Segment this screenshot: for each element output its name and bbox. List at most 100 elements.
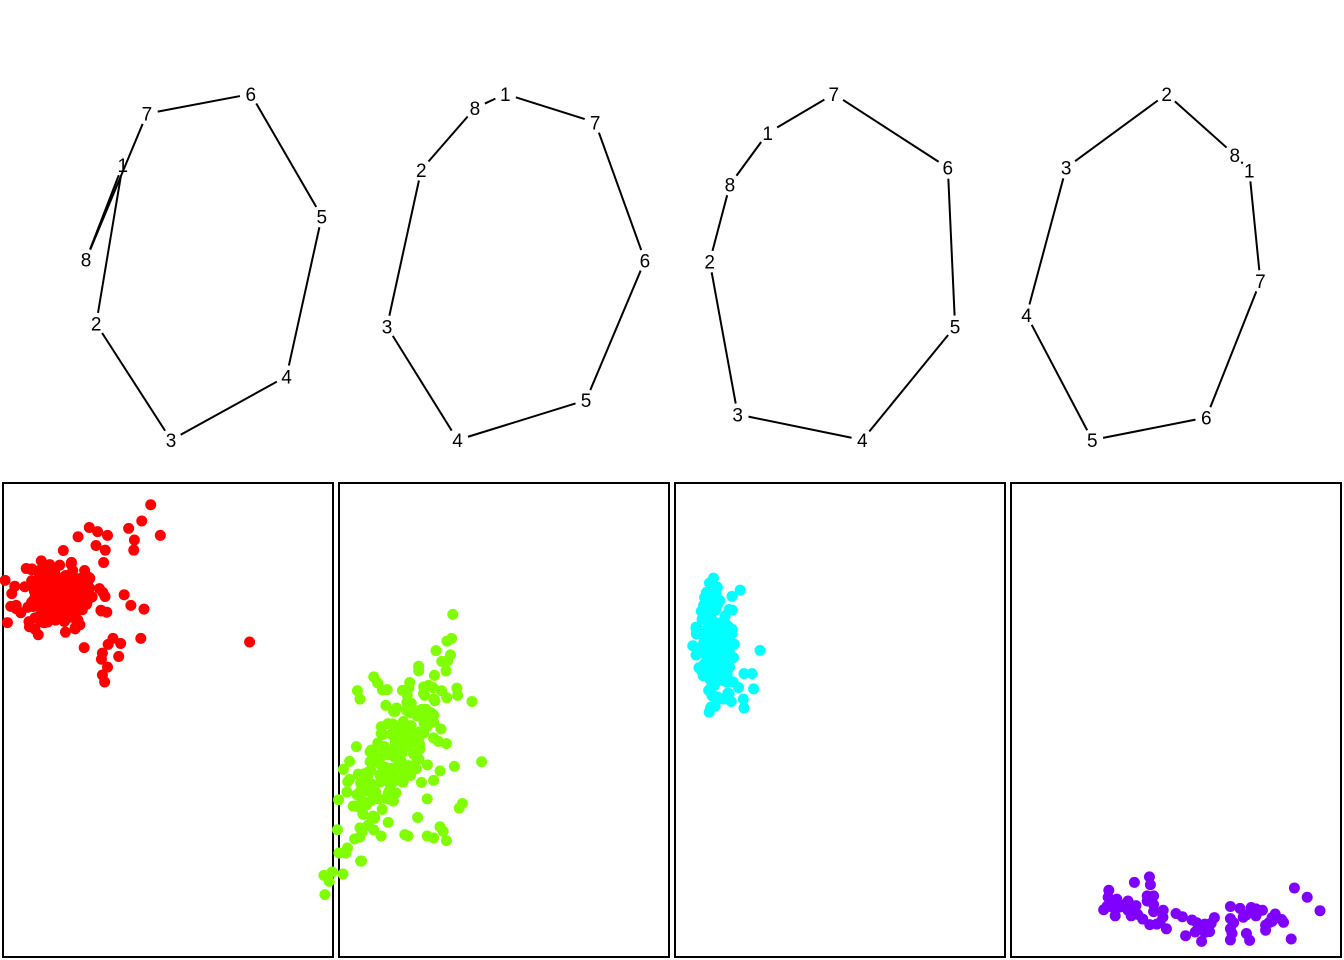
scatter-point (370, 786, 382, 798)
network-edge (157, 95, 241, 113)
vertex-label: 7 (829, 85, 840, 106)
scatter-point (1285, 933, 1297, 945)
scatter-point (1244, 934, 1256, 946)
scatter-point (429, 695, 441, 707)
network-edge (180, 380, 278, 436)
scatter-point (417, 688, 429, 700)
scatter-point (344, 755, 356, 767)
scatter-point (403, 682, 415, 694)
scatter-point (434, 821, 446, 833)
network-edge (515, 96, 586, 121)
network-plot-3: 1 2 3 4 5 6 7 8 (704, 85, 960, 452)
scatter-point (427, 682, 439, 694)
scatter-point (448, 760, 460, 772)
scatter-point (400, 732, 412, 744)
network-edge (255, 103, 318, 208)
scatter-point (244, 636, 256, 648)
scatter-point (709, 679, 721, 691)
scatter-point (440, 738, 452, 750)
network-edge (1240, 161, 1244, 165)
scatter-point (1204, 926, 1216, 938)
scatter-point (65, 556, 77, 568)
scatter-point (1122, 904, 1134, 916)
scatter-point (1130, 900, 1142, 912)
scatter-panel-4 (1010, 482, 1342, 958)
scatter-point (326, 866, 338, 878)
scatter-point (23, 621, 35, 633)
scatter-point (0, 574, 11, 586)
scatter-point (1250, 910, 1262, 922)
scatter-point (57, 544, 69, 556)
scatter-point (714, 637, 726, 649)
scatter-point (421, 759, 433, 771)
scatter-point (389, 739, 401, 751)
network-edge (287, 227, 321, 366)
scatter-point (452, 689, 464, 701)
scatter-point (723, 604, 735, 616)
scatter-point (428, 669, 440, 681)
scatter-point (714, 646, 726, 658)
scatter-point (136, 515, 148, 527)
network-edge (597, 132, 643, 251)
scatter-point (403, 760, 415, 772)
scatter-point (154, 529, 166, 541)
vertex-label: 7 (1255, 272, 1266, 293)
network-edge (776, 98, 825, 129)
network-edge (947, 178, 956, 316)
vertex-label: 8 (725, 176, 736, 197)
scatter-point (354, 693, 366, 705)
scatter-point (1278, 916, 1290, 928)
scatter-point (349, 833, 361, 845)
vertex-label: 6 (640, 251, 651, 272)
scatter-point (1137, 913, 1149, 925)
network-edge (388, 180, 420, 316)
scatter-point (357, 808, 369, 820)
scatter-point (695, 605, 707, 617)
scatter-point (738, 702, 750, 714)
network-edge (735, 141, 762, 177)
scatter-point (706, 659, 718, 671)
scatter-point (428, 832, 440, 844)
scatter-point (394, 757, 406, 769)
scatter-point (434, 765, 446, 777)
scatter-point (417, 725, 429, 737)
scatter-point (67, 565, 79, 577)
scatter-point (95, 653, 107, 665)
vertex-label: 3 (382, 318, 393, 339)
network-edge (1102, 418, 1196, 439)
network-plot-4: 1 2 3 4 5 6 7 8 (1021, 85, 1265, 452)
scatter-point (430, 645, 442, 657)
scatter-point (356, 826, 368, 838)
network-edge (391, 335, 453, 432)
scatter-point (428, 774, 440, 786)
vertex-label: 8 (1229, 146, 1240, 167)
scatter-point (31, 612, 43, 624)
scatter-point (412, 811, 424, 823)
scatter-point (1141, 890, 1153, 902)
scatter-point (405, 720, 417, 732)
vertex-label: 1 (117, 156, 128, 177)
network-edge (1030, 324, 1089, 431)
network-edge (97, 175, 122, 314)
vertex-label: 6 (943, 159, 954, 180)
vertex-label: 4 (857, 431, 868, 452)
scatter-point (52, 574, 64, 586)
scatter-point (380, 699, 392, 711)
scatter-point (42, 577, 54, 589)
scatter-point (706, 690, 718, 702)
scatter-point (1148, 906, 1160, 918)
scatter-point (466, 695, 478, 707)
network-edge (427, 115, 469, 163)
scatter-point (403, 702, 415, 714)
scatter-point (9, 580, 21, 592)
vertex-label: 4 (281, 367, 292, 388)
vertex-label: 1 (500, 85, 511, 106)
network-edge (589, 270, 642, 391)
scatter-point (383, 765, 395, 777)
scatter-point (376, 684, 388, 696)
scatter-point (58, 615, 70, 627)
scatter-point (476, 756, 488, 768)
scatter-point (697, 670, 709, 682)
scatter-point (435, 723, 447, 735)
